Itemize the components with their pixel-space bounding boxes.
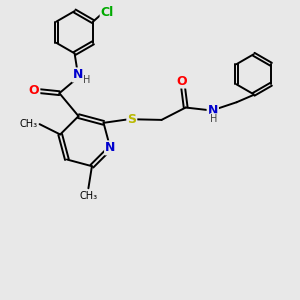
Text: O: O [177,74,188,88]
Text: CH₃: CH₃ [20,119,38,129]
Text: Cl: Cl [100,6,113,19]
Text: S: S [127,113,136,126]
Text: O: O [29,84,39,97]
Text: H: H [210,114,218,124]
Text: H: H [83,75,91,85]
Text: N: N [72,68,83,81]
Text: CH₃: CH₃ [79,191,98,201]
Text: N: N [208,104,218,117]
Text: N: N [105,141,116,154]
